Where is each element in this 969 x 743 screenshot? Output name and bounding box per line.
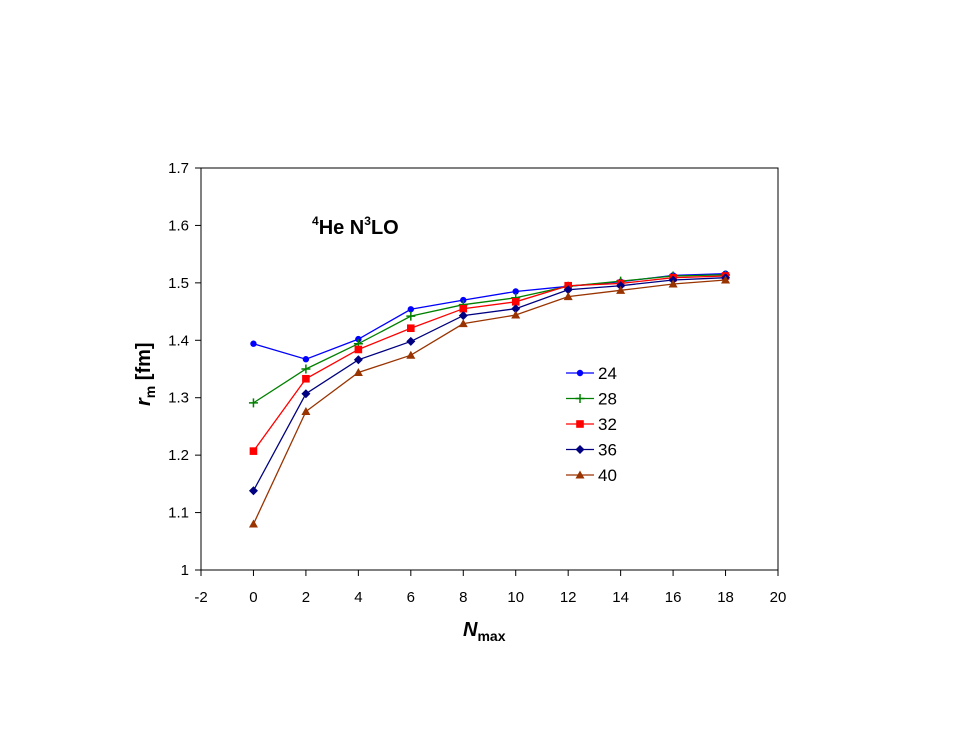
data-point-40 — [721, 275, 731, 284]
x-tick-label: 4 — [354, 589, 362, 606]
legend-label: 36 — [598, 441, 617, 460]
legend-item-40: 40 — [566, 466, 617, 485]
y-tick-label: 1.2 — [168, 447, 189, 464]
y-axis-title-sub: m — [142, 386, 158, 398]
series-line-32 — [252, 275, 726, 452]
y-tick-label: 1.3 — [168, 390, 189, 407]
x-tick-label: -2 — [194, 589, 207, 606]
x-axis-title-sub: max — [477, 628, 505, 644]
x-tick-label: 10 — [507, 589, 524, 606]
data-point-36 — [248, 486, 258, 496]
title-sup-order: 3 — [364, 214, 371, 228]
data-point-36 — [406, 336, 416, 346]
data-point-40 — [563, 292, 573, 301]
x-tick-label: 6 — [407, 589, 415, 606]
data-point-32 — [407, 324, 415, 333]
legend-swatch-marker — [576, 369, 584, 377]
legend-label: 28 — [598, 390, 617, 409]
legend-item-28: 28 — [566, 390, 617, 409]
data-point-40 — [511, 310, 521, 319]
y-tick-label: 1 — [181, 562, 189, 579]
x-tick-label: 16 — [665, 589, 682, 606]
y-tick-label: 1.6 — [168, 217, 189, 234]
data-point-40 — [458, 319, 468, 328]
data-point-40 — [668, 279, 678, 288]
data-point-28 — [248, 398, 258, 408]
data-point-24 — [302, 356, 310, 363]
data-point-24 — [407, 306, 415, 313]
legend-label: 24 — [598, 364, 617, 383]
y-axis-title-main: r — [133, 397, 155, 406]
data-point-36 — [301, 389, 311, 399]
data-point-36 — [616, 281, 626, 291]
x-axis-title-main: N — [463, 619, 478, 641]
data-point-24 — [460, 296, 467, 304]
y-axis-title-unit: [fm] — [133, 342, 155, 385]
y-tick-label: 1.7 — [168, 160, 189, 177]
data-point-40 — [301, 406, 311, 415]
legend-swatch-marker — [575, 470, 585, 479]
y-tick-label: 1.1 — [168, 505, 189, 522]
x-tick-label: 18 — [717, 589, 734, 606]
legend-swatch-marker — [576, 420, 584, 428]
data-point-32 — [511, 298, 520, 306]
data-point-36 — [458, 311, 468, 321]
legend-swatch-marker — [575, 445, 585, 454]
y-tick-label: 1.4 — [168, 332, 189, 349]
y-axis: 1 1.1 1.2 1.3 1.4 1.5 1.6 1.7 — [168, 160, 201, 579]
legend-swatch-marker — [575, 394, 585, 403]
data-point-28 — [406, 311, 416, 321]
title-suffix: LO — [371, 217, 399, 239]
data-point-40 — [406, 350, 416, 359]
data-point-24 — [250, 340, 257, 347]
data-point-32 — [354, 345, 363, 354]
data-point-40 — [616, 285, 626, 294]
x-tick-label: 14 — [612, 589, 629, 606]
series-line-36 — [252, 277, 726, 492]
title-sup-mass: 4 — [312, 214, 319, 228]
data-point-32 — [459, 304, 468, 313]
legend: 24 28 32 36 40 — [566, 364, 617, 485]
data-point-36 — [563, 285, 573, 295]
series-layer — [248, 270, 731, 528]
x-tick-label: 20 — [770, 589, 787, 606]
data-point-24 — [355, 335, 362, 343]
data-point-32 — [302, 374, 310, 383]
legend-label: 32 — [598, 415, 617, 434]
series-40 — [248, 275, 731, 528]
y-tick-label: 1.5 — [168, 275, 189, 292]
plot-area — [200, 167, 779, 571]
y-axis-title: rm [fm] — [133, 342, 158, 406]
data-point-32 — [249, 447, 258, 455]
series-line-40 — [252, 279, 726, 525]
data-point-28 — [301, 364, 311, 374]
data-point-40 — [248, 519, 258, 528]
x-axis: -2 0 2 4 6 8 10 12 14 16 18 20 — [194, 570, 786, 606]
legend-item-24: 24 — [566, 364, 617, 383]
title-main: He N — [319, 217, 365, 239]
x-tick-label: 0 — [249, 589, 257, 606]
legend-item-36: 36 — [566, 441, 617, 460]
x-tick-label: 8 — [459, 589, 467, 606]
chart-title: 4He N3LO — [312, 214, 399, 239]
x-tick-label: 12 — [560, 589, 577, 606]
legend-item-32: 32 — [566, 415, 617, 434]
data-point-36 — [353, 355, 363, 365]
series-line-28 — [253, 274, 726, 404]
data-point-40 — [353, 367, 363, 376]
data-point-36 — [511, 304, 521, 314]
x-tick-label: 2 — [302, 589, 310, 606]
data-point-24 — [512, 288, 519, 295]
legend-label: 40 — [598, 466, 617, 485]
x-axis-title: Nmax — [463, 619, 506, 644]
